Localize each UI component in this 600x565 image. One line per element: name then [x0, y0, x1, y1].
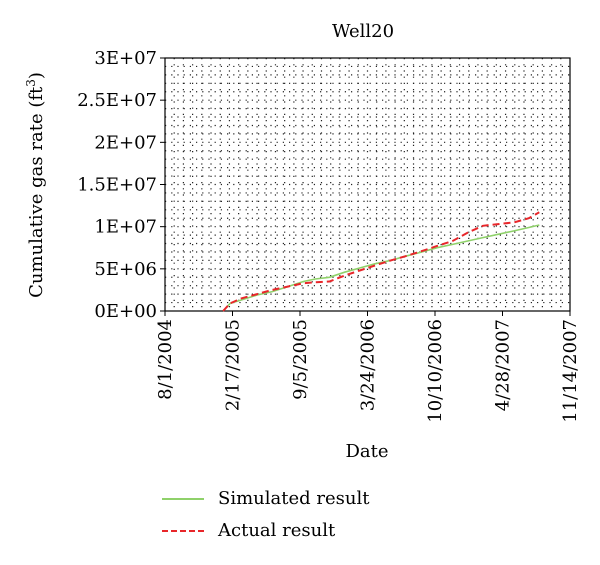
y-axis-label-superscript: 3 [24, 79, 38, 87]
x-tick-label: 10/10/2006 [425, 319, 446, 423]
chart-svg: Well20 0E+00 5E+06 1E+07 1.5E+07 2E+07 2.5E+0… [24, 21, 581, 462]
legend-label-actual: Actual result [218, 520, 336, 541]
series-line-simulated [222, 224, 540, 312]
x-tick-label: 8/1/2004 [155, 319, 176, 400]
x-tick-label: 3/24/2006 [358, 319, 379, 411]
legend-item-simulated: Simulated result [162, 488, 369, 509]
x-tick-label: 4/28/2007 [493, 319, 514, 411]
legend-swatch-actual [162, 529, 204, 532]
legend-item-actual: Actual result [162, 520, 335, 541]
y-tick-label: 2E+07 [94, 132, 157, 153]
y-tick-label: 1.5E+07 [77, 175, 157, 196]
y-tick-label: 2.5E+07 [77, 90, 157, 111]
y-axis-label-close: ) [26, 72, 47, 79]
legend-swatch-simulated [162, 497, 204, 500]
x-tick-label: 9/5/2005 [290, 319, 311, 400]
legend-label-simulated: Simulated result [218, 488, 370, 509]
y-axis-label: Cumulative gas rate (ft3) [24, 72, 47, 298]
y-tick-label: 1E+07 [94, 217, 157, 238]
x-axis: 8/1/2004 2/17/2005 9/5/2005 3/24/2006 10/10/… [155, 311, 581, 423]
y-tick-label: 3E+07 [94, 48, 157, 69]
y-tick-label: 5E+06 [94, 259, 157, 280]
chart-title: Well20 [332, 21, 394, 42]
y-axis-label-text: Cumulative gas rate (ft [26, 86, 47, 298]
y-axis: 0E+00 5E+06 1E+07 1.5E+07 2E+07 2.5E+07 3E+07 [77, 48, 165, 322]
series-line-actual [222, 211, 540, 312]
chart-grid [165, 58, 570, 311]
x-tick-label: 2/17/2005 [223, 319, 244, 411]
x-axis-label: Date [345, 441, 388, 462]
x-tick-label: 11/14/2007 [560, 319, 581, 423]
y-tick-label: 0E+00 [94, 301, 157, 322]
series-layer [222, 211, 540, 312]
